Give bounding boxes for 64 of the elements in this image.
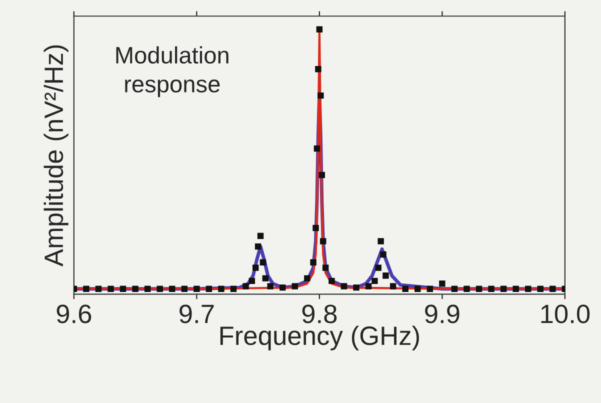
x-tick-label: 9.6 [56, 304, 92, 324]
point [280, 284, 286, 291]
point [218, 286, 224, 292]
point [254, 243, 262, 250]
point [169, 286, 176, 292]
point [132, 286, 138, 292]
point [378, 238, 384, 244]
point [83, 286, 90, 292]
point [304, 275, 310, 282]
point [292, 283, 298, 290]
point [476, 286, 482, 292]
point [230, 286, 237, 292]
annotation: Modulation response [116, 46, 228, 98]
point [340, 283, 348, 290]
point [181, 286, 188, 292]
point [372, 278, 378, 284]
point [267, 283, 274, 290]
point [512, 286, 519, 292]
point [375, 264, 382, 271]
x-tick-label: 9.9 [425, 304, 460, 324]
point [426, 286, 434, 292]
point [108, 286, 114, 292]
point [525, 286, 532, 292]
point [314, 145, 320, 152]
point [439, 280, 446, 287]
point [451, 286, 458, 292]
point [242, 283, 249, 290]
point [464, 286, 470, 292]
point [310, 259, 316, 266]
point [194, 286, 200, 292]
point [260, 259, 266, 266]
point [248, 278, 256, 284]
point [402, 286, 408, 292]
point [315, 66, 322, 72]
point [380, 251, 386, 258]
point [318, 92, 324, 99]
point [322, 264, 329, 271]
point [320, 238, 326, 244]
point [550, 286, 556, 292]
y-axis-title: Amplitude (nV²/Hz) [44, 45, 68, 267]
point [95, 286, 102, 292]
point [537, 286, 544, 292]
point [120, 286, 126, 292]
point [390, 283, 396, 290]
point [316, 26, 323, 32]
point [262, 275, 269, 282]
point [252, 264, 259, 271]
point [382, 272, 389, 279]
point [328, 278, 335, 284]
point [500, 286, 507, 292]
x-tick-label: 10.0 [541, 304, 590, 324]
x-axis-title: Frequency (GHz) [220, 326, 419, 350]
x-tick-label: 9.8 [302, 304, 337, 324]
point [353, 284, 360, 291]
point [156, 286, 163, 292]
point [414, 286, 421, 292]
point [365, 283, 372, 290]
point [144, 286, 151, 292]
point [312, 224, 319, 232]
point [257, 232, 264, 240]
point [318, 172, 325, 178]
x-tick-label: 9.7 [180, 304, 214, 324]
point [206, 286, 212, 292]
point [488, 286, 494, 292]
